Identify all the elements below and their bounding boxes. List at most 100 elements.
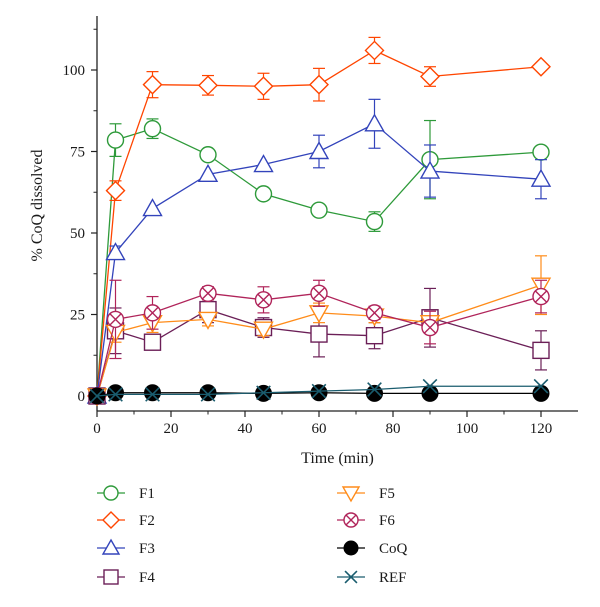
legend-label: F6 bbox=[379, 513, 395, 529]
data-point bbox=[198, 75, 218, 96]
marker-square bbox=[103, 569, 119, 585]
y-tick-label: 0 bbox=[78, 389, 86, 405]
x-tick-label: 120 bbox=[530, 421, 553, 437]
x-stroke bbox=[422, 378, 438, 394]
marker-circle bbox=[103, 485, 119, 501]
circle-marker bbox=[103, 485, 119, 501]
data-point bbox=[366, 384, 383, 402]
data-point bbox=[143, 119, 162, 138]
legend: F1 F5 F2 F6 F3 CoQ F4 REF bbox=[97, 485, 408, 586]
x-axis-title: Time (min) bbox=[301, 450, 374, 467]
x-tick-label: 40 bbox=[238, 421, 253, 437]
filled-circle-marker bbox=[421, 384, 439, 402]
legend-label: CoQ bbox=[379, 541, 408, 557]
circle-marker bbox=[254, 185, 273, 203]
data-point bbox=[254, 291, 273, 309]
data-point bbox=[422, 378, 438, 394]
square-marker bbox=[143, 333, 162, 351]
data-point bbox=[108, 387, 123, 402]
marker-x bbox=[344, 570, 358, 584]
x-stroke bbox=[256, 385, 271, 401]
triangle-up-marker bbox=[419, 160, 441, 179]
data-point bbox=[420, 66, 440, 87]
square-marker bbox=[532, 341, 550, 360]
data-point bbox=[142, 74, 163, 95]
legend-label: F2 bbox=[139, 513, 155, 529]
x-tick-label: 80 bbox=[386, 421, 401, 437]
data-point bbox=[107, 384, 124, 402]
data-point bbox=[365, 212, 384, 231]
data-point bbox=[532, 287, 550, 306]
circle-x-stroke bbox=[146, 306, 159, 319]
circle-x-stroke bbox=[312, 287, 326, 300]
square-marker bbox=[310, 325, 328, 343]
data-point bbox=[367, 382, 382, 397]
marker-triangle-up bbox=[101, 538, 121, 555]
data-point bbox=[533, 378, 549, 394]
data-point bbox=[256, 385, 271, 401]
circle-x-stroke bbox=[109, 313, 122, 326]
data-point bbox=[364, 113, 385, 132]
data-point bbox=[143, 333, 162, 351]
data-point bbox=[199, 146, 217, 164]
x-tick-label: 100 bbox=[456, 421, 479, 437]
marker-diamond bbox=[102, 511, 120, 529]
diamond-marker bbox=[198, 75, 218, 96]
circle-marker bbox=[310, 201, 328, 219]
filled-circle-marker bbox=[107, 384, 124, 402]
data-point bbox=[145, 387, 160, 402]
data-point bbox=[532, 341, 550, 360]
square-marker bbox=[365, 326, 384, 345]
data-point bbox=[532, 384, 550, 402]
data-point bbox=[199, 284, 217, 303]
triangle-up-marker bbox=[197, 163, 219, 183]
data-point bbox=[310, 201, 328, 219]
square-marker bbox=[103, 569, 119, 585]
x-stroke bbox=[145, 387, 160, 402]
triangle-up-marker bbox=[253, 154, 274, 173]
data-point bbox=[253, 321, 274, 340]
data-point bbox=[310, 384, 328, 402]
diamond-marker bbox=[420, 66, 440, 87]
triangle-up-marker bbox=[101, 538, 121, 555]
triangle-up-marker bbox=[364, 113, 385, 132]
data-point bbox=[197, 311, 219, 330]
marker-circle-x bbox=[343, 512, 359, 528]
data-point bbox=[142, 198, 163, 217]
series-REF bbox=[89, 378, 549, 404]
circle-x-stroke bbox=[257, 293, 270, 306]
legend-label: F4 bbox=[139, 570, 155, 586]
data-point bbox=[531, 56, 551, 77]
triangle-down-marker bbox=[253, 321, 274, 340]
data-point bbox=[106, 131, 125, 149]
y-tick-label: 25 bbox=[70, 308, 85, 324]
y-tick-label: 50 bbox=[70, 226, 85, 242]
data-point bbox=[364, 40, 385, 61]
x-stroke bbox=[311, 383, 327, 399]
data-point bbox=[365, 304, 384, 322]
x-stroke bbox=[533, 378, 549, 394]
filled-circle-marker bbox=[366, 384, 383, 402]
filled-circle-marker bbox=[310, 384, 328, 402]
legend-label: F3 bbox=[139, 541, 155, 557]
x-tick-label: 0 bbox=[93, 421, 101, 437]
data-point bbox=[308, 141, 330, 160]
y-tick-label: 100 bbox=[63, 63, 86, 79]
circle-marker bbox=[199, 146, 217, 164]
triangle-up-marker bbox=[142, 198, 163, 217]
diamond-marker bbox=[102, 511, 120, 529]
filled-circle-marker bbox=[532, 384, 550, 402]
legend-label: F5 bbox=[379, 486, 395, 502]
diamond-marker bbox=[309, 74, 329, 95]
circle-marker bbox=[143, 119, 162, 138]
legend-item-CoQ: CoQ bbox=[337, 540, 408, 557]
data-point bbox=[105, 242, 126, 261]
circle-marker bbox=[532, 143, 550, 161]
filled-circle-marker bbox=[144, 384, 161, 402]
legend-label: F1 bbox=[139, 486, 155, 502]
triangle-up-marker bbox=[308, 141, 330, 160]
data-point bbox=[143, 304, 162, 322]
data-point bbox=[197, 163, 219, 183]
legend-item-F4: F4 bbox=[97, 569, 155, 586]
